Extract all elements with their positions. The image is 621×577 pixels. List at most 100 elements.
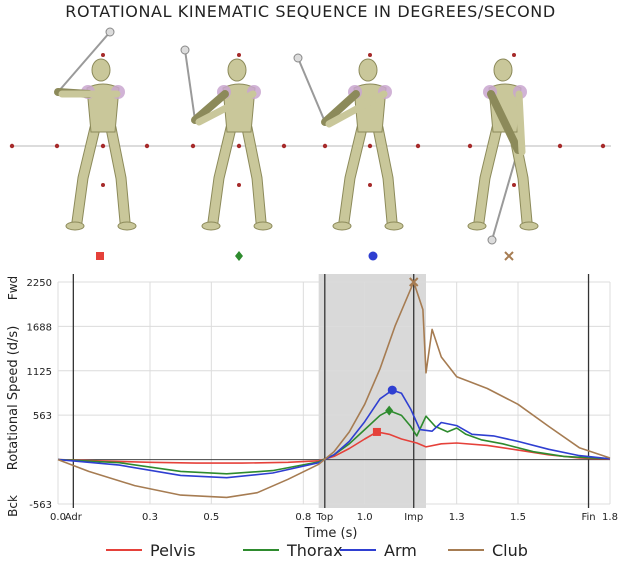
x-tick-label: 1.0 (357, 512, 373, 523)
guide-dot-v-4 (237, 183, 241, 187)
guide-dot-3 (100, 143, 106, 149)
club-shaft (57, 31, 111, 93)
golfer-figure-3 (293, 53, 404, 231)
left-arm (191, 90, 229, 124)
guide-dot-11 (467, 143, 473, 149)
guide-dot-v-8 (512, 183, 516, 187)
club-shaft (491, 149, 519, 241)
peak-marker-thorax (385, 405, 394, 416)
y-axis-label: Rotational Speed (d/s) (6, 326, 21, 471)
right-foot (117, 221, 137, 231)
y-side-label-bottom: Bck (6, 495, 20, 517)
peak-marker-pelvis (372, 427, 381, 436)
right-leg-fill (242, 123, 266, 227)
x-tick-label: 0.0 (50, 512, 66, 523)
y-tick-label: 1688 (27, 322, 52, 333)
guide-dot-1 (9, 143, 15, 149)
left-leg-fill (339, 123, 367, 227)
figure-marker-square (96, 252, 104, 260)
peak-marker-arm (387, 385, 397, 395)
left-leg-fill (474, 123, 502, 227)
shaded-region-layer (318, 274, 426, 508)
right-foot (253, 221, 273, 231)
legend: Pelvis Thorax Arm Club (106, 541, 528, 560)
y-side-label-top: Fwd (6, 276, 20, 300)
right-arm (515, 90, 526, 156)
figure-marker-circle (368, 251, 378, 261)
page-title: ROTATIONAL KINEMATIC SEQUENCE IN DEGREES… (65, 2, 556, 21)
guide-dots (9, 53, 606, 187)
club-shaft (184, 49, 196, 121)
series-line-thorax (57, 409, 611, 475)
guide-dot-9 (367, 143, 373, 149)
event-label-top: Top (315, 512, 333, 523)
guide-dot-6 (236, 143, 242, 149)
series-line-club (57, 281, 611, 499)
club-head (487, 235, 497, 245)
golfer-figure-4 (467, 58, 539, 245)
y-tick-label: 1125 (27, 367, 52, 378)
left-foot (201, 221, 221, 231)
x-tick-label: 1.8 (602, 512, 618, 523)
series-line-pelvis (57, 431, 611, 464)
legend-label-thorax: Thorax (286, 541, 343, 560)
event-label-adr: Adr (65, 512, 83, 523)
x-tick-label: 0.5 (203, 512, 219, 523)
left-leg-fill (72, 123, 100, 227)
right-arm (325, 90, 388, 128)
club-head (105, 27, 115, 37)
event-label-imp: Imp (404, 512, 423, 523)
right-leg-fill (373, 123, 397, 227)
left-foot (65, 221, 85, 231)
guide-dot-v-1 (101, 53, 105, 57)
legend-label-arm: Arm (384, 541, 417, 560)
shaded-region (318, 274, 426, 508)
event-label-fin: Fin (581, 512, 595, 523)
y-tick-label: 2250 (27, 278, 52, 289)
guide-dot-v-5 (368, 53, 372, 57)
x-tick-label: 0.3 (142, 512, 158, 523)
guide-dot-13 (557, 143, 563, 149)
axis-layer: Rotational Speed (d/s) Fwd Bck Time (s) (6, 276, 357, 541)
left-arm (487, 90, 522, 154)
guide-dot-2 (54, 143, 60, 149)
guide-dot-v-7 (512, 53, 516, 57)
head (227, 58, 247, 82)
legend-label-pelvis: Pelvis (150, 541, 196, 560)
guide-dot-10 (415, 143, 421, 149)
x-tick-label: 0.8 (295, 512, 311, 523)
right-foot (519, 221, 539, 231)
x-tick-label: 1.5 (510, 512, 526, 523)
figure-marker-diamond (235, 251, 243, 261)
guide-dot-v-3 (237, 53, 241, 57)
figure-group (54, 27, 539, 245)
x-tick-label: 1.3 (449, 512, 465, 523)
head (493, 58, 513, 82)
club-head (180, 45, 190, 55)
legend-label-club: Club (492, 541, 528, 560)
y-tick-label: -563 (29, 500, 52, 511)
guide-dot-8 (322, 143, 328, 149)
right-leg-fill (106, 123, 130, 227)
figure-marker-x (504, 251, 514, 261)
figure-markers (96, 251, 514, 261)
right-foot (384, 221, 404, 231)
y-tick-label: 563 (33, 411, 52, 422)
club-shaft (297, 57, 326, 123)
x-axis-label: Time (s) (304, 526, 358, 541)
guide-dot-7 (281, 143, 287, 149)
left-foot (332, 221, 352, 231)
left-foot (467, 221, 487, 231)
guide-dot-v-2 (101, 183, 105, 187)
left-leg-fill (208, 123, 236, 227)
peak-markers-layer (372, 277, 419, 436)
guide-dot-4 (144, 143, 150, 149)
guide-dot-14 (600, 143, 606, 149)
golfer-figure-1 (54, 27, 137, 231)
series-line-arm (57, 389, 611, 479)
series-layer (57, 281, 611, 499)
right-arm (195, 90, 257, 126)
golfer-figure-2 (180, 45, 273, 231)
